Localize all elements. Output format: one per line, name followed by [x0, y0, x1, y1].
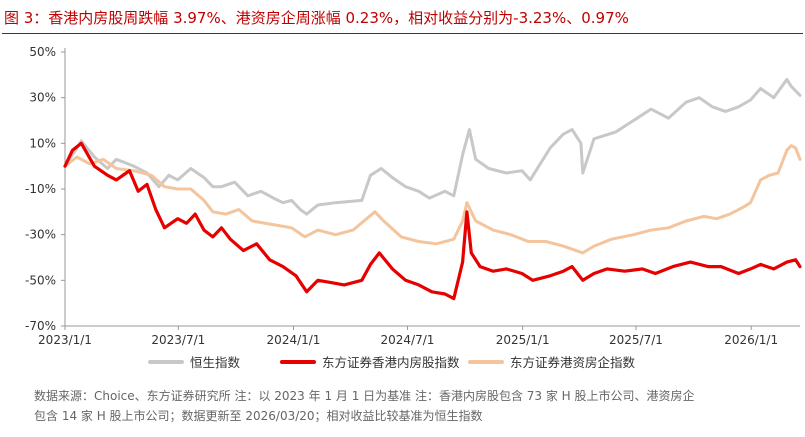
series-line-2: [63, 144, 802, 255]
source-note: 数据来源：Choice、东方证券研究所 注：以 2023 年 1 月 1 日为基…: [34, 386, 800, 426]
figure-title: 图 3：香港内房股周跌幅 3.97%、港资房企周涨幅 0.23%，相对收益分别为…: [4, 9, 629, 27]
source-line-2: 包含 14 家 H 股上市公司；数据更新至 2026/03/20；相对收益比较基…: [34, 409, 483, 423]
axes: -70% -50% -30% -10% 10% 30% 50% 2023/1/1 2023/7/…: [25, 45, 800, 347]
y-tick-label: 50%: [29, 45, 56, 59]
legend-label-1: 东方证券香港内房股指数: [322, 355, 460, 370]
y-tick-label: -30%: [25, 228, 56, 242]
source-line-1: 数据来源：Choice、东方证券研究所 注：以 2023 年 1 月 1 日为基…: [34, 389, 695, 403]
line-chart: -70% -50% -30% -10% 10% 30% 50% 2023/1/1 2023/7/…: [25, 45, 802, 370]
title-divider: [2, 33, 803, 34]
x-tick-label: 2025/1/1: [496, 333, 550, 347]
x-tick-label: 2023/7/1: [151, 333, 205, 347]
y-tick-label: -50%: [25, 273, 56, 287]
x-tick-label: 2023/1/1: [38, 333, 92, 347]
series-lines: [63, 77, 802, 301]
x-tick-label: 2025/7/1: [609, 333, 663, 347]
legend: 恒生指数 东方证券香港内房股指数 东方证券港资房企指数: [148, 355, 636, 370]
x-tick-label: 2026/1/1: [724, 333, 778, 347]
y-tick-label: -10%: [25, 182, 56, 196]
y-tick-label: 10%: [29, 136, 56, 150]
y-tick-label: 30%: [29, 91, 56, 105]
legend-label-0: 恒生指数: [190, 355, 241, 370]
x-tick-label: 2024/1/1: [267, 333, 321, 347]
series-line-0: [63, 77, 802, 216]
y-tick-label: -70%: [25, 319, 56, 333]
legend-label-2: 东方证券港资房企指数: [510, 355, 636, 370]
x-tick-label: 2024/7/1: [381, 333, 435, 347]
series-line-1: [63, 141, 802, 301]
